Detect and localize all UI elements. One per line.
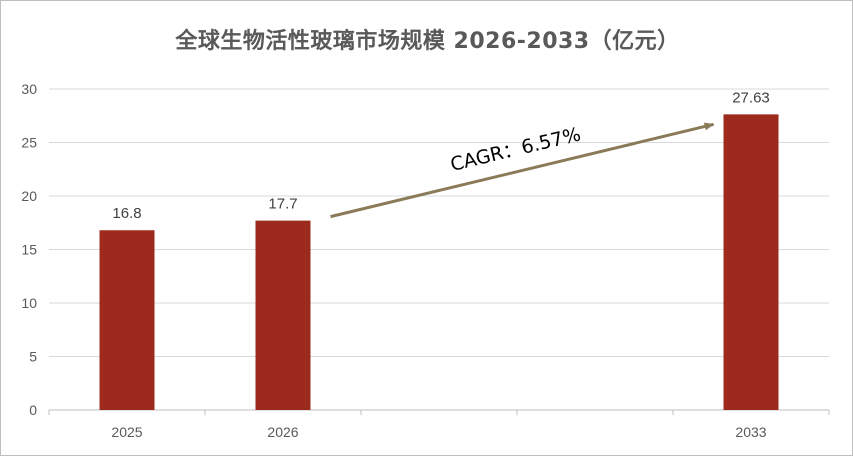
- data-labels: 16.8 17.7 27.63: [112, 89, 769, 222]
- data-label-2033: 27.63: [732, 89, 770, 106]
- y-tick-label: 5: [29, 349, 37, 365]
- data-label-2026: 17.7: [268, 196, 297, 213]
- y-tick-label: 10: [21, 295, 37, 311]
- gridlines: [49, 88, 829, 357]
- x-tick-label: 2025: [111, 424, 142, 440]
- bar-2026: [255, 220, 311, 410]
- cagr-label: CAGR：6.57%: [448, 123, 583, 176]
- y-tick-label: 25: [21, 135, 37, 151]
- cagr-annotation: CAGR：6.57%: [330, 122, 715, 219]
- y-axis: 0 5 10 15 20 25 30: [21, 81, 37, 418]
- y-tick-label: 0: [29, 402, 37, 418]
- x-axis: 2025 2026 2033: [48, 409, 830, 440]
- x-tick-label: 2033: [735, 424, 766, 440]
- chart-title: 全球生物活性玻璃市场规模 2026-2033（亿元）: [175, 29, 680, 54]
- bar-2025: [99, 230, 155, 410]
- data-label-2025: 16.8: [112, 205, 141, 222]
- y-tick-label: 30: [21, 81, 37, 97]
- y-tick-label: 20: [21, 188, 37, 204]
- x-tick-label: 2026: [267, 424, 298, 440]
- bar-series: [99, 114, 779, 410]
- y-tick-label: 15: [21, 242, 37, 258]
- cagr-arrow: [330, 122, 715, 219]
- bar-2033: [723, 114, 779, 410]
